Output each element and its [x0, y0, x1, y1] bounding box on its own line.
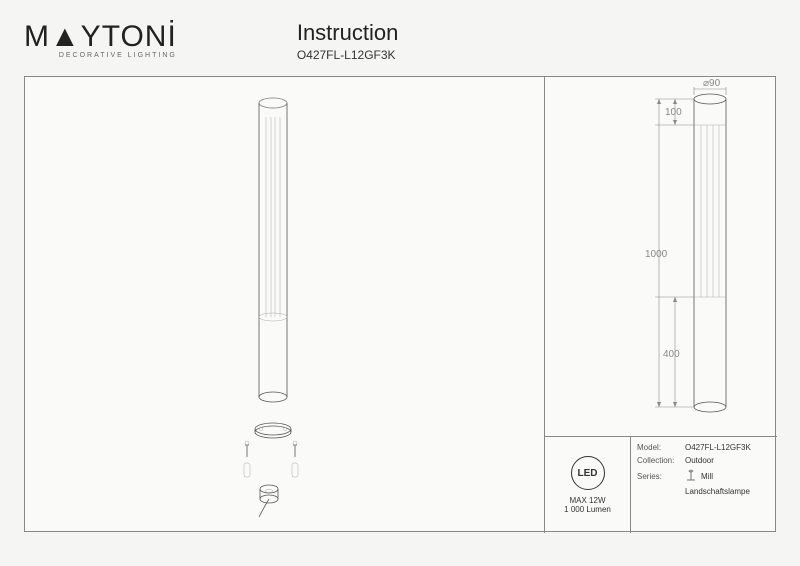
- brand-tagline: DECORATIVE LIGHTING: [24, 52, 177, 59]
- brand-logo: M▲YTONİ DECORATIVE LIGHTING: [24, 20, 177, 59]
- led-label: LED: [578, 468, 598, 479]
- led-panel: LED MAX 12W 1 000 Lumen: [545, 437, 631, 533]
- info-series-value: Mill: [701, 472, 771, 481]
- dimension-view-panel: ⌀90 100 1000 400: [545, 77, 777, 437]
- lamp-icon: [685, 469, 697, 483]
- info-panel: Model: O427FL-L12GF3K Collection: Outdoo…: [631, 437, 777, 533]
- header: M▲YTONİ DECORATIVE LIGHTING Instruction …: [24, 20, 776, 62]
- info-row-model: Model: O427FL-L12GF3K: [637, 443, 771, 452]
- dim-total: 1000: [645, 249, 668, 260]
- info-collection-label: Collection:: [637, 456, 685, 465]
- led-max: MAX 12W: [569, 496, 605, 505]
- info-type-value: Landschaftslampe: [685, 487, 771, 496]
- info-row-collection: Collection: Outdoor: [637, 456, 771, 465]
- dim-diameter: ⌀90: [703, 78, 721, 89]
- dim-top: 100: [665, 107, 682, 118]
- exploded-view-panel: [25, 77, 545, 533]
- info-row-type: Landschaftslampe: [637, 487, 771, 496]
- main-frame: ⌀90 100 1000 400 LED: [24, 76, 776, 532]
- info-model-value: O427FL-L12GF3K: [685, 443, 771, 452]
- exploded-drawing: [25, 77, 545, 533]
- info-series-label: Series:: [637, 472, 685, 481]
- dimension-drawing: ⌀90 100 1000 400: [545, 77, 777, 437]
- led-lumen: 1 000 Lumen: [564, 505, 611, 514]
- info-row-series: Series: Mill: [637, 469, 771, 483]
- led-icon: LED: [571, 456, 605, 490]
- info-collection-value: Outdoor: [685, 456, 771, 465]
- title-block: Instruction O427FL-L12GF3K: [297, 20, 399, 62]
- doc-model: O427FL-L12GF3K: [297, 48, 399, 62]
- doc-title: Instruction: [297, 20, 399, 46]
- info-model-label: Model:: [637, 443, 685, 452]
- dim-base: 400: [663, 349, 680, 360]
- brand-name: M▲YTONİ: [24, 20, 177, 54]
